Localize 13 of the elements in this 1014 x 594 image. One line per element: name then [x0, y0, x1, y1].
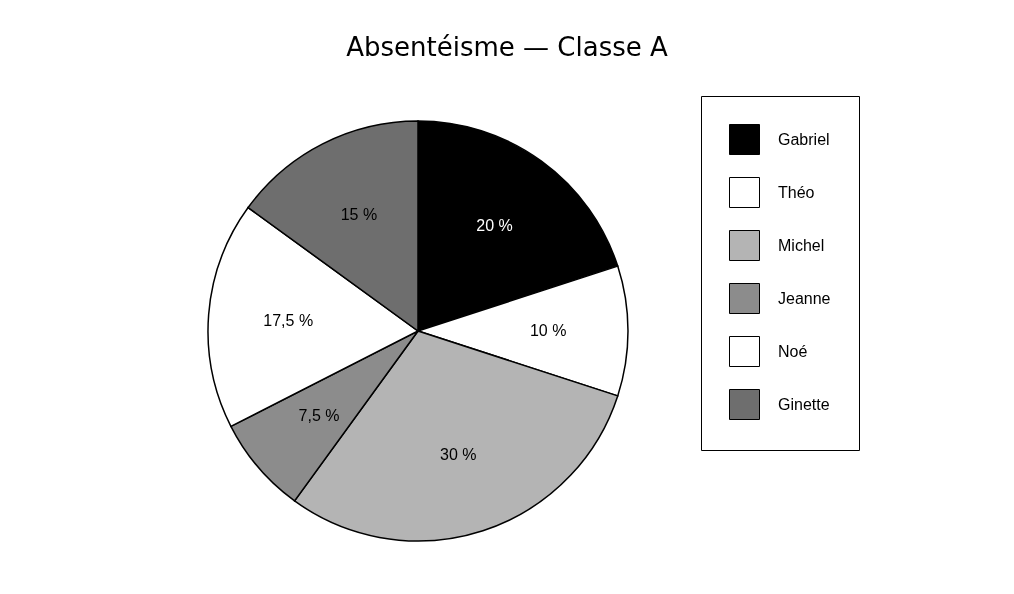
data-label: 30 %: [440, 445, 477, 463]
legend-label: Gabriel: [778, 130, 830, 148]
legend-label: Noé: [778, 342, 808, 360]
legend-label: Ginette: [778, 395, 830, 413]
data-label: 15 %: [340, 205, 378, 223]
data-label: 10 %: [529, 322, 567, 339]
data-label: 17,5 %: [263, 311, 314, 329]
legend-label: Michel: [778, 236, 825, 254]
data-label: 7,5 %: [298, 406, 340, 424]
legend-label: Jeanne: [778, 289, 831, 307]
data-label: 20 %: [476, 216, 513, 234]
legend-label: Théo: [778, 183, 815, 201]
chart-title: Absentéisme — Classe A: [346, 32, 668, 62]
